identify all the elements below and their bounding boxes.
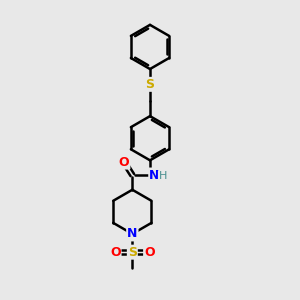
Text: S: S <box>146 78 154 91</box>
Text: O: O <box>119 156 129 169</box>
Text: H: H <box>158 171 167 181</box>
Text: S: S <box>128 246 137 259</box>
Text: O: O <box>144 246 155 259</box>
Text: O: O <box>110 246 121 259</box>
Text: N: N <box>127 227 137 240</box>
Text: N: N <box>149 169 160 182</box>
